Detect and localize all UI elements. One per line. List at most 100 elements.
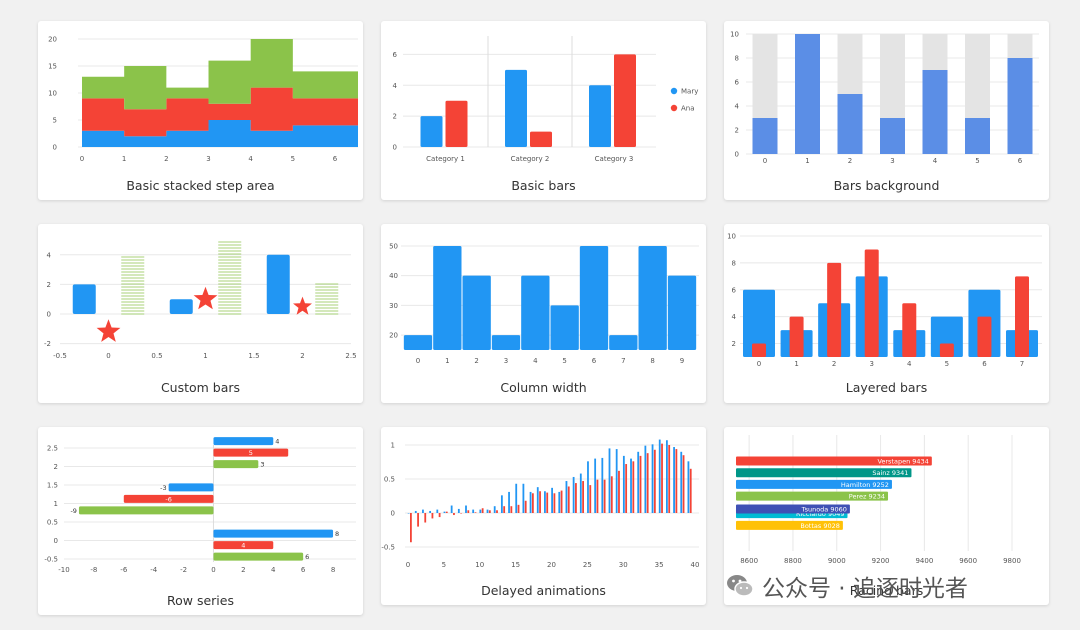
y-tick-label: 0 bbox=[53, 144, 57, 152]
area-series-C bbox=[82, 39, 358, 110]
x-tick-label: 4 bbox=[533, 357, 538, 365]
bar-red bbox=[453, 513, 455, 516]
bar-blue bbox=[479, 509, 482, 513]
card-row-series: -0.5 0 0.5 1 1.5 2 2.5 -10 -8 -6 -4 -2 0 2 4 6 8 4 5 3 -3 -6 -… bbox=[38, 427, 363, 615]
y-tick-label: 4 bbox=[393, 82, 398, 90]
column-bar bbox=[638, 245, 667, 350]
x-tick-label: 0 bbox=[80, 155, 84, 163]
y-tick-label: 0 bbox=[391, 510, 395, 518]
bar-blue bbox=[587, 461, 589, 513]
bar-blue bbox=[443, 511, 446, 513]
bar-label: 8 bbox=[335, 530, 339, 538]
x-tick-label: 20 bbox=[547, 561, 556, 569]
bar-blue bbox=[572, 476, 575, 513]
bar-blue bbox=[594, 458, 597, 513]
y-tick-label: -2 bbox=[44, 340, 51, 348]
x-tick-label: 4 bbox=[271, 566, 276, 574]
bar-red bbox=[424, 513, 427, 523]
bar-red bbox=[668, 445, 671, 513]
racing-bar-label: Hamilton 9252 bbox=[841, 481, 889, 489]
y-tick-label: 0 bbox=[393, 144, 397, 152]
row-bar bbox=[123, 494, 214, 503]
x-tick-label: 2 bbox=[241, 566, 245, 574]
x-tick-label: -0.5 bbox=[53, 352, 67, 360]
y-tick-label: 5 bbox=[53, 117, 57, 125]
bar-red bbox=[661, 443, 663, 513]
bar-red bbox=[653, 449, 656, 513]
bar-blue bbox=[407, 513, 410, 514]
bar-blue bbox=[687, 461, 690, 513]
bar-red bbox=[603, 479, 606, 513]
bar-blue bbox=[500, 495, 503, 513]
x-tick-label: 5 bbox=[291, 155, 295, 163]
card-stacked-step-area: 0 5 10 15 20 0 1 2 3 4 5 6 Basic stacked step area bbox=[38, 21, 363, 200]
y-tick-label: 2 bbox=[47, 281, 51, 289]
bar-red bbox=[639, 455, 642, 513]
x-tick-label: 8 bbox=[650, 357, 654, 365]
bar bbox=[169, 299, 193, 314]
racing-bar-label: Tsunoda 9060 bbox=[801, 505, 847, 513]
y-tick-label: 10 bbox=[727, 233, 736, 241]
y-tick-label: 0.5 bbox=[384, 476, 395, 484]
y-tick-label: 15 bbox=[48, 63, 57, 71]
bar-red bbox=[496, 510, 498, 513]
card-column-width: 20 30 40 50 0 1 2 3 4 5 6 7 8 9 Column width bbox=[381, 224, 706, 403]
bar-label: -3 bbox=[160, 484, 166, 492]
x-tick-label: 25 bbox=[583, 561, 592, 569]
bar-front bbox=[977, 316, 992, 357]
bar-red bbox=[539, 491, 541, 513]
y-tick-label: 1 bbox=[391, 442, 395, 450]
x-tick-label: 0 bbox=[106, 352, 110, 360]
row-bar bbox=[213, 541, 274, 550]
x-tick-label: 35 bbox=[655, 561, 664, 569]
bar-blue bbox=[651, 444, 654, 513]
bar-red bbox=[618, 470, 620, 513]
chart-column-width: 20 30 40 50 0 1 2 3 4 5 6 7 8 9 bbox=[389, 242, 699, 365]
y-tick-label: 2 bbox=[732, 340, 736, 348]
bar-red bbox=[488, 510, 491, 513]
x-tick-label: 15 bbox=[511, 561, 520, 569]
x-tick-label: 9800 bbox=[1003, 557, 1021, 565]
chart-layered-bars: 2 4 6 8 10 0 1 2 3 4 5 6 7 bbox=[727, 233, 1042, 368]
bar bbox=[837, 94, 863, 154]
row-bar bbox=[213, 529, 334, 538]
y-tick-label: 40 bbox=[389, 272, 398, 280]
bar-blue bbox=[457, 508, 460, 513]
bar-front bbox=[939, 343, 954, 357]
bar-blue bbox=[615, 449, 618, 513]
bar-red bbox=[438, 513, 441, 518]
chart-delayed-animations: -0.500.510 5 10 15 20 25 30 35 40 bbox=[381, 439, 699, 569]
x-tick-label: 9400 bbox=[915, 557, 933, 565]
bar-red bbox=[560, 490, 563, 513]
bar-front bbox=[1015, 276, 1029, 357]
x-tick-label: 1 bbox=[445, 357, 449, 365]
racing-bar bbox=[736, 520, 843, 530]
bar-ana bbox=[530, 131, 552, 147]
y-tick-label: 20 bbox=[48, 36, 57, 44]
bar-red bbox=[682, 455, 685, 513]
bar-red bbox=[445, 511, 448, 513]
bar-blue bbox=[472, 509, 475, 513]
x-tick-label: 30 bbox=[619, 561, 628, 569]
bar-red bbox=[567, 486, 570, 513]
bar-label: 3 bbox=[260, 461, 264, 469]
x-tick-label: 5 bbox=[442, 561, 446, 569]
bar bbox=[72, 284, 96, 314]
x-tick-label: 7 bbox=[621, 357, 625, 365]
x-tick-label: 0 bbox=[211, 566, 215, 574]
bar-blue bbox=[637, 451, 640, 513]
bar-blue bbox=[422, 509, 424, 513]
bar-blue bbox=[666, 440, 668, 513]
column-bar bbox=[667, 275, 697, 350]
y-tick-label: 50 bbox=[389, 242, 398, 250]
bar-blue bbox=[673, 447, 675, 513]
bar-blue bbox=[515, 483, 518, 513]
racing-bar-label: Ricciardo 9049 bbox=[796, 510, 845, 518]
y-tick-label: 6 bbox=[735, 79, 740, 87]
bar-red bbox=[517, 504, 520, 513]
bar-label: 6 bbox=[305, 553, 309, 561]
bar-blue bbox=[508, 491, 510, 513]
y-tick-label: 4 bbox=[732, 313, 737, 321]
x-tick-label: -8 bbox=[90, 566, 97, 574]
bar-ana bbox=[614, 54, 636, 147]
